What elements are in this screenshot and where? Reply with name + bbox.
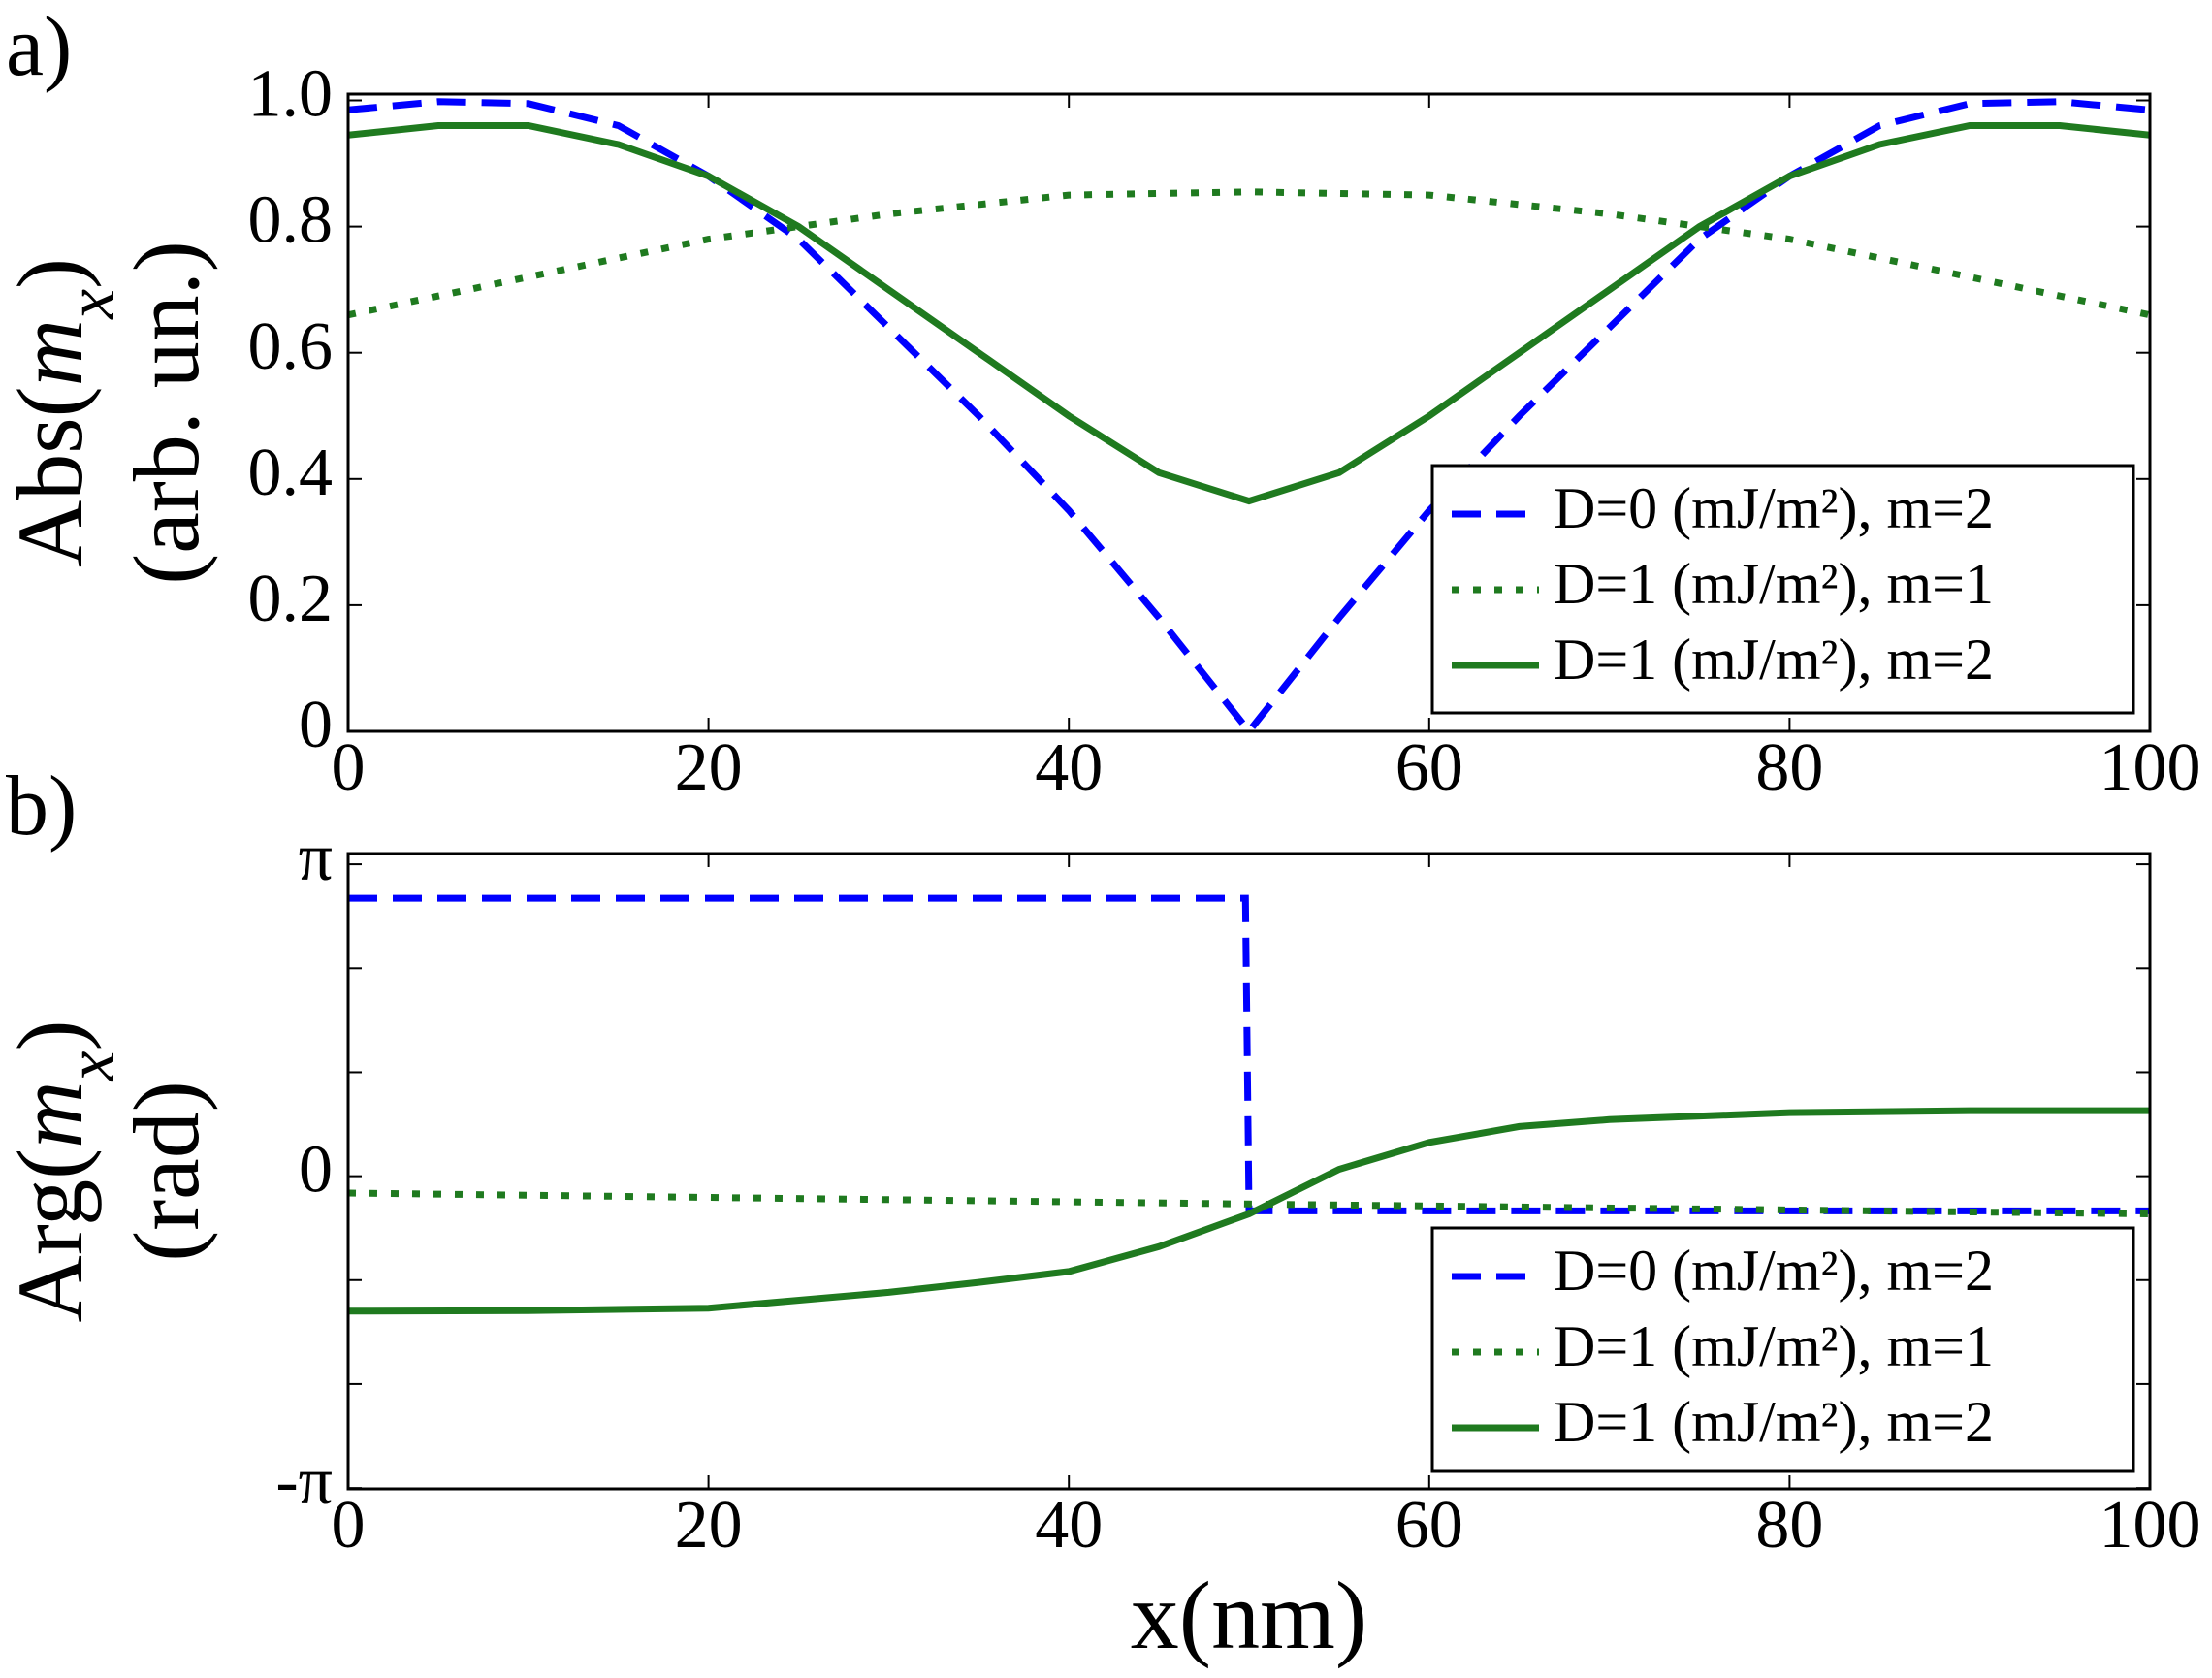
legend-label: D=1 (mJ/m²), m=2 (1554, 628, 1994, 692)
x-tick-label: 100 (2100, 1488, 2201, 1563)
legend-box (1430, 464, 2135, 715)
series-line (348, 1107, 2150, 1315)
y-axis-label-part: Abs( (0, 386, 102, 567)
x-tick-label: 40 (1035, 730, 1103, 805)
y-tick-label: 0.6 (248, 309, 334, 384)
y-axis-label-part: x (54, 1051, 129, 1082)
plot-frame (346, 92, 2152, 733)
series-line (348, 122, 2150, 505)
y-axis-label: Abs(mx) (0, 258, 129, 567)
legend-label: D=0 (mJ/m²), m=2 (1554, 476, 1994, 540)
y-tick-label: 1.0 (248, 57, 334, 132)
legend-box (1430, 1226, 2135, 1473)
x-tick-label: 40 (1035, 1488, 1103, 1563)
y-tick-label: 0.4 (248, 436, 334, 510)
series-line (348, 188, 2150, 319)
series-line (348, 894, 2150, 1214)
x-tick-label: 0 (332, 730, 366, 805)
x-tick-label: 80 (1755, 730, 1823, 805)
legend-label: D=1 (mJ/m²), m=1 (1554, 552, 1994, 616)
panel-label: a) (6, 0, 72, 94)
series-line (348, 1189, 2150, 1217)
legend-label: D=1 (mJ/m²), m=2 (1554, 1390, 1994, 1454)
y-axis-label-part: ) (0, 1020, 102, 1051)
x-tick-label: 60 (1395, 1488, 1463, 1563)
y-tick-label: π (299, 821, 333, 895)
x-tick-label: 100 (2100, 730, 2201, 805)
y-axis-label-part: x (54, 289, 129, 320)
legend-label: D=1 (mJ/m²), m=1 (1554, 1314, 1994, 1378)
y-axis-label-part: m (0, 1081, 102, 1148)
y-tick-label: 0.8 (248, 183, 334, 258)
y-tick-label: 0 (299, 688, 333, 762)
y-axis-label: Arg(mx) (0, 1020, 129, 1323)
plot-frame (346, 852, 2152, 1491)
y-axis-label-2: (arb. un.) (114, 241, 218, 585)
x-tick-label: 20 (675, 730, 743, 805)
legend-label: D=0 (mJ/m²), m=2 (1554, 1239, 1994, 1303)
x-axis-label: x(nm) (1131, 1562, 1367, 1669)
x-tick-label: 20 (675, 1488, 743, 1563)
y-axis-label-part: m (0, 319, 102, 386)
y-tick-label: -π (275, 1444, 333, 1519)
y-axis-label-part: ) (0, 258, 102, 289)
x-tick-label: 60 (1395, 730, 1463, 805)
y-tick-label: 0 (299, 1133, 333, 1208)
y-axis-label-2: (rad) (114, 1081, 218, 1262)
y-axis-label-part: Arg( (0, 1148, 102, 1323)
x-tick-label: 0 (332, 1488, 366, 1563)
panel-label: b) (6, 759, 77, 854)
x-tick-label: 80 (1755, 1488, 1823, 1563)
y-tick-label: 0.2 (248, 562, 334, 636)
